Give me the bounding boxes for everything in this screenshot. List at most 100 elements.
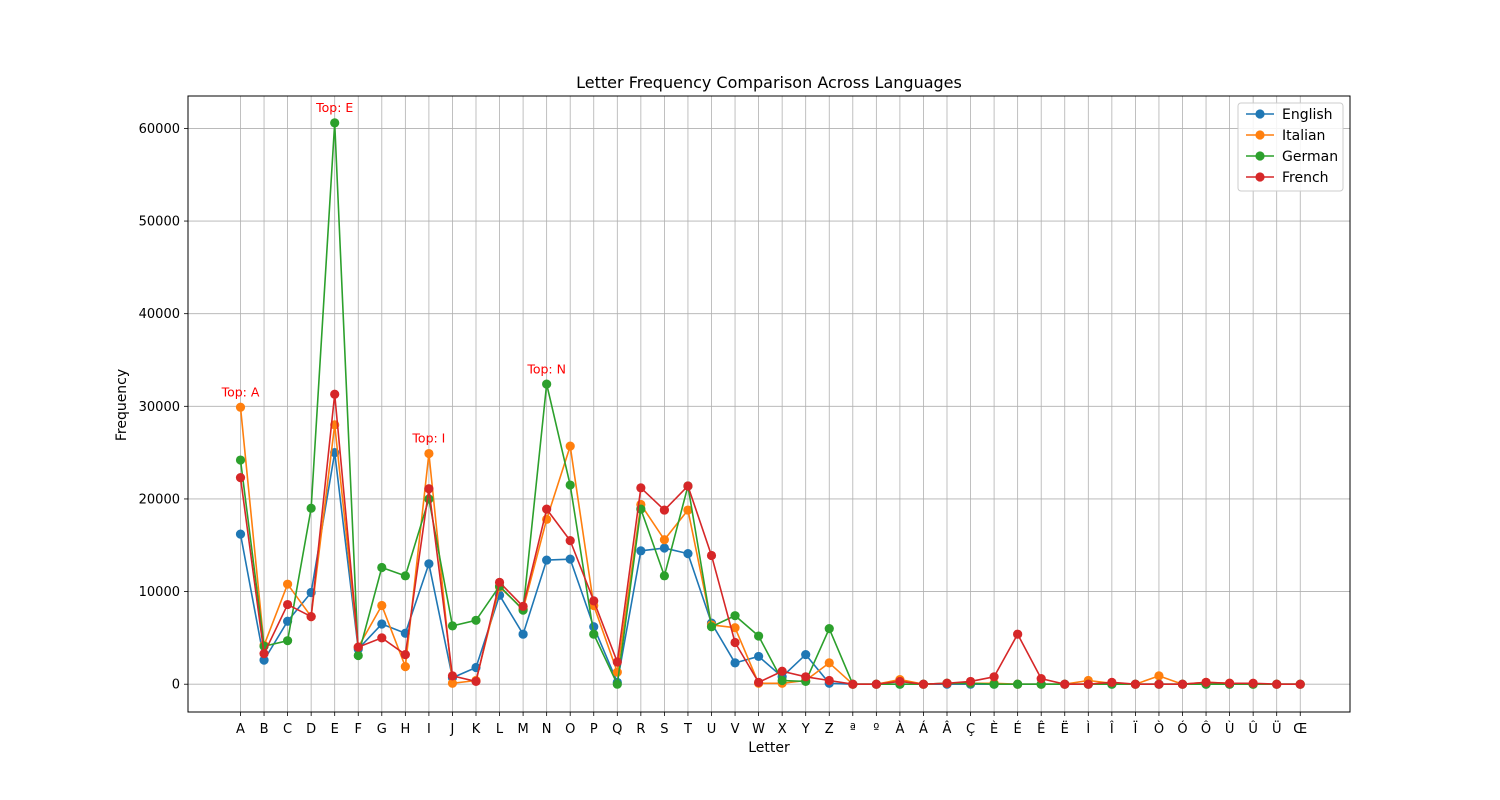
x-tick-label: C [283,722,292,737]
data-point-english [518,629,528,639]
data-point-english [801,649,811,660]
series-line-german [239,122,1301,686]
data-point-french [283,599,293,610]
x-tick-label: M [517,722,528,737]
x-tick-label: Ü [1272,720,1282,737]
y-tick-label: 50000 [139,215,180,230]
series-layer [235,118,1305,689]
data-point-german [989,679,999,689]
x-tick-label: Î [1109,721,1114,737]
data-point-german [542,379,552,389]
data-point-english [754,651,764,662]
data-point-french [235,473,246,483]
x-tick-label: Œ [1293,722,1307,737]
data-point-french [494,577,505,587]
data-point-french [989,672,999,682]
data-point-french [400,649,410,660]
data-point-french [942,678,952,688]
data-point-italian [235,402,246,412]
data-point-french [636,483,646,493]
x-tick-label: O [565,722,575,737]
data-point-italian [565,441,575,451]
data-point-french [1083,679,1093,689]
x-tick-label: É [1014,721,1022,737]
x-tick-label: N [542,722,552,737]
data-point-french [754,677,764,687]
data-point-english [424,559,434,569]
legend-box [1237,102,1344,192]
x-tick-label: I [427,722,431,737]
data-point-german [377,562,387,573]
data-point-french [965,676,976,687]
legend-label-english: English [1282,107,1333,123]
x-tick-label: D [306,722,316,737]
data-point-french [330,389,340,399]
legend-label-german: German [1282,149,1338,165]
data-point-english [542,555,552,565]
x-axis-label: Letter [748,740,790,756]
y-tick-label: 20000 [139,492,180,507]
data-point-french [1107,677,1117,687]
data-point-french [801,672,811,682]
x-tick-label: W [752,722,765,737]
legend: English Italian German French [1237,102,1344,192]
y-tick-label: 0 [172,678,180,693]
data-point-german [424,494,434,504]
x-tick-label: R [636,722,645,737]
data-point-german [589,629,599,639]
data-point-french [659,505,670,515]
data-point-german [447,621,458,631]
x-tick-label: Ò [1154,721,1164,737]
x-tick-label: Ó [1177,721,1187,737]
data-point-french [824,675,834,686]
data-point-french [1130,679,1140,689]
x-tick-label: Ï [1133,721,1137,737]
data-point-french [565,536,575,546]
x-tick-label: V [731,722,740,737]
chart-title: Letter Frequency Comparison Across Langu… [576,73,962,92]
annotation-label: Top: I [411,431,445,446]
annotation-label: Top: N [526,361,566,376]
data-point-german [706,622,717,632]
x-tick-label: Z [825,722,834,737]
data-point-english [730,658,740,668]
x-tick-label: H [400,722,410,737]
annotation-label: Top: A [221,384,260,399]
x-tick-label: Q [612,722,622,737]
data-point-french [871,679,881,689]
x-tick-label: Á [919,721,928,737]
x-tick-label: È [990,721,998,737]
data-point-french [306,611,316,622]
x-tick-label: Y [801,722,810,737]
legend-label-italian: Italian [1282,128,1325,144]
x-tick-label: Û [1248,721,1258,737]
data-point-german [283,636,293,646]
data-point-french [377,633,387,643]
x-tick-label: P [590,722,598,737]
plot-area [188,96,1350,712]
x-tick-label: º [873,722,879,737]
data-point-italian [659,535,670,545]
data-point-french [895,676,905,687]
data-point-english [235,529,246,539]
data-point-italian [377,600,387,611]
y-tick-label: 30000 [139,400,180,415]
y-tick-label: 10000 [139,585,180,600]
x-tick-label: F [355,722,362,737]
data-point-german [754,631,764,641]
x-tick-label: E [331,722,339,737]
data-point-french [1225,678,1235,688]
data-point-italian [612,667,622,677]
x-tick-label: ª [850,722,856,737]
data-point-german [306,503,316,513]
y-tick-label: 60000 [139,122,180,137]
data-point-french [730,637,740,648]
data-point-french [1201,677,1211,687]
data-point-english [659,543,670,553]
legend-marker-italian [1255,130,1265,140]
data-point-french [1060,679,1070,689]
series-line-french [239,393,1301,686]
x-tick-label: S [660,722,668,737]
annotation-label: Top: E [315,100,353,115]
x-tick-label: Â [943,721,952,737]
